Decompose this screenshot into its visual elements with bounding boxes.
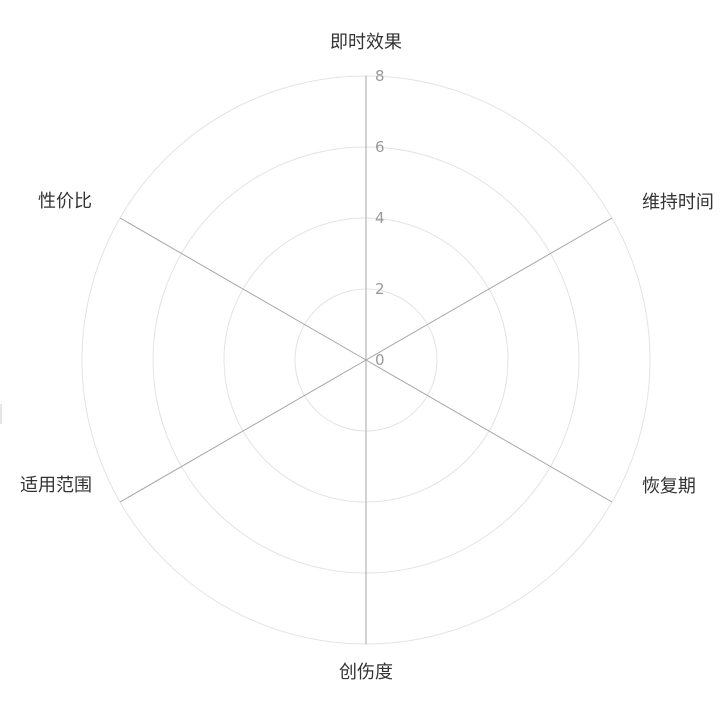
axis-label-1: 维持时间 xyxy=(642,192,714,213)
axis-label-5: 性价比 xyxy=(38,191,92,212)
axis-label-0: 即时效果 xyxy=(330,32,402,53)
axis-label-4: 适用范围 xyxy=(20,475,92,496)
radar-spokes xyxy=(119,76,613,644)
spoke-4 xyxy=(119,359,367,503)
tick-label-6: 6 xyxy=(375,138,385,156)
axis-label-3: 创伤度 xyxy=(339,662,393,683)
tick-label-2: 2 xyxy=(375,280,385,298)
tick-label-0: 0 xyxy=(375,351,385,369)
spoke-2 xyxy=(365,359,613,503)
spoke-1 xyxy=(365,217,613,361)
tick-label-4: 4 xyxy=(375,209,385,227)
tick-label-8: 8 xyxy=(375,67,385,85)
axis-label-2: 恢复期 xyxy=(642,476,696,497)
radar-tick-labels: 0 2 4 6 8 xyxy=(375,67,385,369)
left-edge-artifact xyxy=(0,404,2,424)
spoke-5 xyxy=(119,217,367,361)
